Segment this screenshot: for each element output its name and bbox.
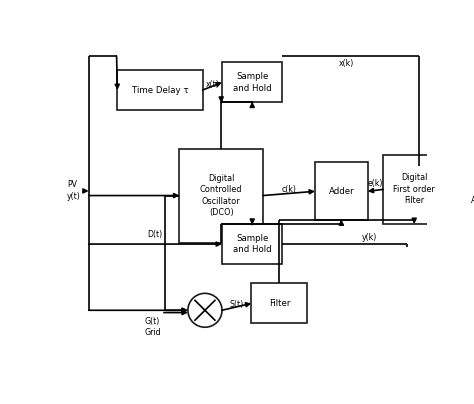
Text: Digital
First order
Filter: Digital First order Filter bbox=[393, 173, 435, 205]
Bar bbox=[179, 149, 263, 242]
Text: c(k): c(k) bbox=[282, 185, 296, 194]
Bar bbox=[118, 70, 202, 110]
Text: G(t): G(t) bbox=[145, 317, 160, 326]
Text: e(k): e(k) bbox=[368, 179, 383, 188]
Bar bbox=[222, 224, 283, 264]
Text: Sample
and Hold: Sample and Hold bbox=[233, 72, 272, 93]
Text: Filter: Filter bbox=[269, 299, 290, 308]
Bar bbox=[383, 155, 445, 224]
Text: PV: PV bbox=[67, 180, 77, 189]
Text: D(t): D(t) bbox=[147, 229, 162, 238]
Text: y(k): y(k) bbox=[362, 234, 377, 242]
Text: Grid: Grid bbox=[145, 328, 161, 337]
Bar bbox=[222, 62, 283, 102]
Text: x(t): x(t) bbox=[205, 80, 219, 89]
Text: Time Delay τ: Time Delay τ bbox=[132, 86, 188, 95]
Text: Phase
Detector
Arctan(x/y): Phase Detector Arctan(x/y) bbox=[471, 173, 474, 205]
Text: x(k): x(k) bbox=[338, 59, 354, 68]
Bar bbox=[251, 283, 307, 323]
Text: Sample
and Hold: Sample and Hold bbox=[233, 234, 272, 254]
Text: Adder: Adder bbox=[328, 187, 354, 196]
Bar bbox=[315, 162, 368, 220]
Bar bbox=[457, 132, 474, 247]
Text: Digital
Controlled
Oscillator
(DCO): Digital Controlled Oscillator (DCO) bbox=[200, 174, 243, 217]
Text: S(t): S(t) bbox=[230, 300, 244, 309]
Text: y(t): y(t) bbox=[67, 192, 81, 201]
